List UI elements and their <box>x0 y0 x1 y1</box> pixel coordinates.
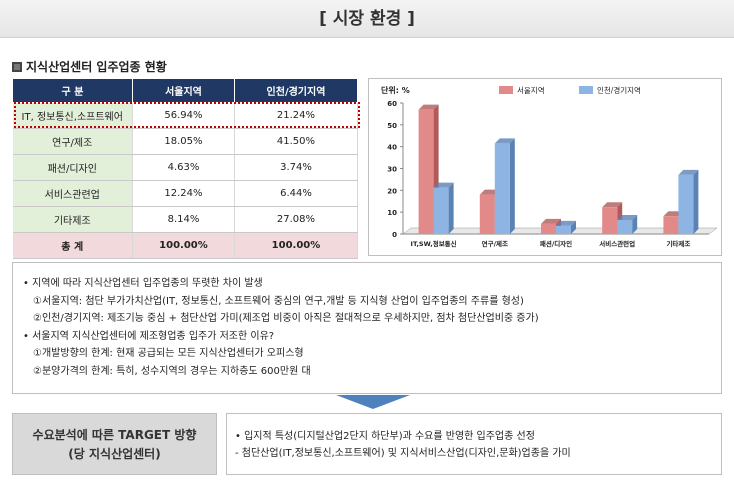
note-sub: ②인천/경기지역: 제조기능 중심 + 첨단산업 가미(제조업 비중이 아직은 … <box>33 313 539 324</box>
bar-top <box>602 202 623 208</box>
x-tick-label: 서비스관련업 <box>599 239 635 248</box>
y-tick-label: 20 <box>387 187 397 195</box>
table-row: 서비스관련업 12.24% 6.44% <box>12 180 359 207</box>
x-tick-label: 기타제조 <box>666 239 690 248</box>
bar <box>479 194 495 234</box>
row-category: 패션/디자인 <box>12 154 133 181</box>
y-tick-label: 30 <box>387 166 397 174</box>
legend-label: 서울지역 <box>517 85 545 95</box>
target-box: 수요분석에 따른 TARGET 방향 (당 지식산업센터) <box>12 413 217 475</box>
total-incheon: 100.00% <box>234 232 359 259</box>
bar-top <box>433 182 454 188</box>
total-seoul: 100.00% <box>132 232 235 259</box>
bar-chart: 단위: % 0 10 20 30 40 50 60 IT,SW,정보통신 연구/제조 패션/디자인 서… <box>368 78 722 256</box>
x-tick-label: IT,SW,정보통신 <box>411 239 457 248</box>
header-seoul: 서울지역 <box>132 78 235 103</box>
target-desc-2: - 첨단산업(IT,정보통신,소프트웨어) 및 지식서비스산업(디자인,문화)업… <box>235 448 571 459</box>
legend-label: 인천/경기지역 <box>597 85 641 95</box>
analysis-notes: • 지역에 따라 지식산업센터 입주업종의 뚜렷한 차이 발생 ①서울지역: 첨… <box>12 262 722 394</box>
table-header-row: 구 분 서울지역 인천/경기지역 <box>12 78 359 103</box>
note-bullet: • 지역에 따라 지식산업센터 입주업종의 뚜렷한 차이 발생 <box>23 278 263 289</box>
y-tick-label: 10 <box>387 209 397 217</box>
down-arrow-icon <box>336 395 410 409</box>
square-bullet-icon <box>12 62 22 72</box>
note-text: 서울지역 지식산업센터에 제조형업종 입주가 저조한 이유? <box>32 330 275 342</box>
row-seoul: 8.14% <box>132 206 235 233</box>
industry-table: 구 분 서울지역 인천/경기지역 IT, 정보통신,소프트웨어 56.94% 2… <box>12 78 359 259</box>
bar <box>678 174 694 234</box>
total-category: 총 계 <box>12 232 133 259</box>
bar-top <box>541 218 561 224</box>
bar-side <box>509 138 515 234</box>
table-row: 패션/디자인 4.63% 3.74% <box>12 154 359 181</box>
row-seoul: 12.24% <box>132 180 235 207</box>
bar-side <box>632 214 638 234</box>
bar-top <box>479 189 500 195</box>
y-tick-label: 0 <box>392 231 397 239</box>
bar <box>418 109 434 234</box>
legend-swatch <box>579 86 593 94</box>
bar-top <box>494 138 515 144</box>
row-category: IT, 정보통신,소프트웨어 <box>12 102 133 129</box>
table-total-row: 총 계 100.00% 100.00% <box>12 232 359 259</box>
chart-unit-label: 단위: % <box>381 85 410 95</box>
table-row: 연구/제조 18.05% 41.50% <box>12 128 359 155</box>
y-tick-label: 60 <box>387 100 397 108</box>
bar <box>617 219 633 234</box>
legend-swatch <box>499 86 513 94</box>
note-text: 지역에 따라 지식산업센터 입주업종의 뚜렷한 차이 발생 <box>32 278 263 289</box>
row-incheon: 27.08% <box>234 206 359 233</box>
note-sub: ①개발방향의 한계: 현재 공급되는 모든 지식산업센터가 오피스형 <box>33 348 304 359</box>
bar-side <box>571 220 576 234</box>
x-tick-label: 연구/제조 <box>482 239 508 248</box>
bar-side <box>448 182 454 234</box>
table-row: IT, 정보통신,소프트웨어 56.94% 21.24% <box>12 102 359 129</box>
bar <box>541 223 556 234</box>
header-incheon: 인천/경기지역 <box>233 78 359 103</box>
target-line2: (당 지식산업센터) <box>68 447 161 461</box>
note-bullet: • 서울지역 지식산업센터에 제조형업종 입주가 저조한 이유? <box>23 330 275 342</box>
bar-top <box>418 104 439 110</box>
row-seoul: 18.05% <box>132 128 235 155</box>
row-incheon: 3.74% <box>234 154 359 181</box>
row-incheon: 6.44% <box>234 180 359 207</box>
target-description: • 입지적 특성(디지털산업2단지 하단부)과 수요를 반영한 입주업종 선정 … <box>226 413 722 475</box>
row-category: 기타제조 <box>12 206 133 233</box>
bar-top <box>678 169 699 175</box>
bar <box>433 187 449 234</box>
y-tick-label: 40 <box>387 144 397 152</box>
row-category: 연구/제조 <box>12 128 133 155</box>
bar-top <box>617 214 638 220</box>
target-desc-1: • 입지적 특성(디지털산업2단지 하단부)과 수요를 반영한 입주업종 선정 <box>235 431 535 442</box>
y-tick-label: 50 <box>387 122 397 130</box>
note-sub: ①서울지역: 첨단 부가가치산업(IT, 정보통신, 소프트웨어 중심의 연구,… <box>33 295 524 307</box>
row-incheon: 41.50% <box>234 128 359 155</box>
bar <box>663 216 679 234</box>
bar <box>556 225 571 234</box>
row-category: 서비스관련업 <box>12 180 133 207</box>
target-line1: 수요분석에 따른 TARGET 방향 <box>32 428 197 442</box>
bar-top <box>556 220 576 226</box>
target-desc-text: 입지적 특성(디지털산업2단지 하단부)과 수요를 반영한 입주업종 선정 <box>244 431 535 442</box>
section-title: 지식산업센터 입주업종 현황 <box>12 58 167 75</box>
bar <box>602 207 618 234</box>
bar-side <box>693 169 699 234</box>
row-incheon: 21.24% <box>234 102 359 129</box>
chart-svg: 단위: % 0 10 20 30 40 50 60 IT,SW,정보통신 연구/제조 패션/디자인 서… <box>381 85 718 248</box>
row-seoul: 4.63% <box>132 154 235 181</box>
section-title-text: 지식산업센터 입주업종 현황 <box>26 60 167 74</box>
bar <box>494 143 510 234</box>
x-tick-label: 패션/디자인 <box>540 239 572 248</box>
page-title: [ 시장 환경 ] <box>0 0 734 38</box>
header-category: 구 분 <box>12 78 133 103</box>
table-row: 기타제조 8.14% 27.08% <box>12 206 359 233</box>
row-seoul: 56.94% <box>132 102 235 129</box>
note-sub: ②분양가격의 한계: 특히, 성수지역의 경우는 지하층도 600만원 대 <box>33 365 311 377</box>
